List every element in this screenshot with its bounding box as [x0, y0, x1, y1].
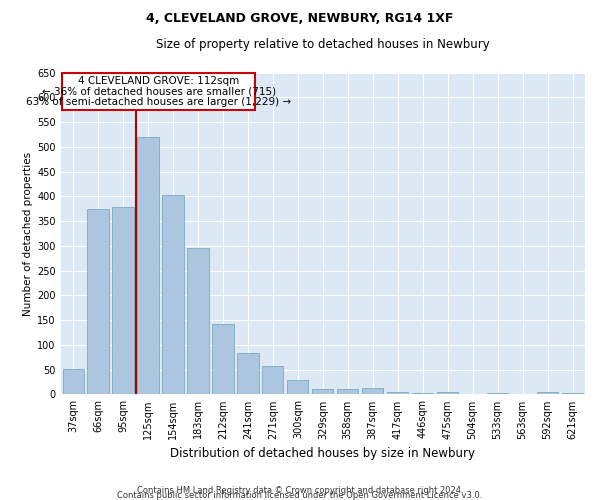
- Bar: [312, 389, 334, 394]
- Bar: [287, 380, 308, 394]
- Text: 63% of semi-detached houses are larger (1,229) →: 63% of semi-detached houses are larger (…: [26, 96, 291, 106]
- Bar: [387, 392, 409, 394]
- Bar: [487, 393, 508, 394]
- Bar: [337, 389, 358, 394]
- Bar: [88, 208, 109, 394]
- Bar: [362, 388, 383, 394]
- Bar: [412, 393, 433, 394]
- Bar: [112, 207, 134, 394]
- Text: ← 36% of detached houses are smaller (715): ← 36% of detached houses are smaller (71…: [41, 86, 276, 97]
- Bar: [562, 393, 583, 394]
- Title: Size of property relative to detached houses in Newbury: Size of property relative to detached ho…: [156, 38, 490, 51]
- Text: Contains HM Land Registry data © Crown copyright and database right 2024.: Contains HM Land Registry data © Crown c…: [137, 486, 463, 495]
- Bar: [62, 369, 84, 394]
- Y-axis label: Number of detached properties: Number of detached properties: [23, 152, 33, 316]
- Text: Contains public sector information licensed under the Open Government Licence v3: Contains public sector information licen…: [118, 491, 482, 500]
- Bar: [187, 248, 209, 394]
- Bar: [212, 324, 233, 394]
- Bar: [437, 392, 458, 394]
- Bar: [163, 195, 184, 394]
- Text: 4, CLEVELAND GROVE, NEWBURY, RG14 1XF: 4, CLEVELAND GROVE, NEWBURY, RG14 1XF: [146, 12, 454, 26]
- Bar: [262, 366, 283, 394]
- Bar: [537, 392, 558, 394]
- FancyBboxPatch shape: [62, 74, 256, 110]
- X-axis label: Distribution of detached houses by size in Newbury: Distribution of detached houses by size …: [170, 447, 475, 460]
- Bar: [137, 138, 158, 394]
- Bar: [238, 354, 259, 395]
- Text: 4 CLEVELAND GROVE: 112sqm: 4 CLEVELAND GROVE: 112sqm: [78, 76, 239, 86]
